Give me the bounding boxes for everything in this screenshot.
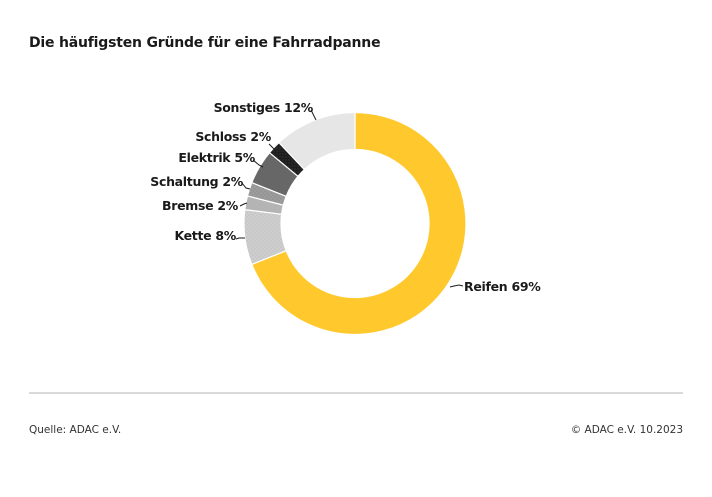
leader-elektrik — [252, 159, 264, 168]
leader-schloss — [268, 143, 277, 152]
leader-lines — [235, 109, 464, 288]
segment-reifen[interactable] — [251, 111, 467, 336]
label-kette: Kette 8% — [174, 228, 236, 243]
leader-schaltung — [241, 182, 251, 190]
source-note: Quelle: ADAC e.V. — [29, 424, 122, 436]
leader-sonstiges — [310, 109, 317, 121]
chart-title: Die häufigsten Gründe für eine Fahrradpa… — [29, 35, 381, 51]
label-schaltung: Schaltung 2% — [150, 174, 244, 189]
label-reifen: Reifen 69% — [464, 279, 541, 294]
donut-chart: Sonstiges 12% Schloss 2% Elektrik 5% Sch… — [150, 100, 542, 336]
label-sonstiges: Sonstiges 12% — [214, 100, 314, 115]
label-schloss: Schloss 2% — [195, 129, 271, 144]
leader-kette — [235, 237, 245, 240]
label-elektrik: Elektrik 5% — [178, 150, 255, 165]
copyright-note: © ADAC e.V. 10.2023 — [570, 424, 683, 436]
segment-sonstiges[interactable] — [278, 111, 356, 171]
label-bremse: Bremse 2% — [162, 198, 239, 213]
leader-bremse — [239, 202, 248, 207]
leader-reifen — [449, 284, 464, 288]
donut-segments — [243, 111, 467, 336]
footer-divider — [29, 392, 683, 394]
